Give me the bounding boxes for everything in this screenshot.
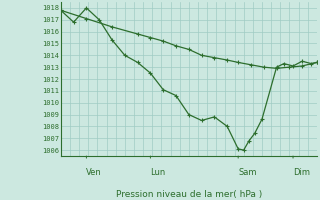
Text: Pression niveau de la mer( hPa ): Pression niveau de la mer( hPa ) [116, 190, 262, 199]
Text: Ven: Ven [86, 168, 102, 177]
Text: Dim: Dim [293, 168, 310, 177]
Text: Lun: Lun [150, 168, 166, 177]
Text: Sam: Sam [238, 168, 257, 177]
